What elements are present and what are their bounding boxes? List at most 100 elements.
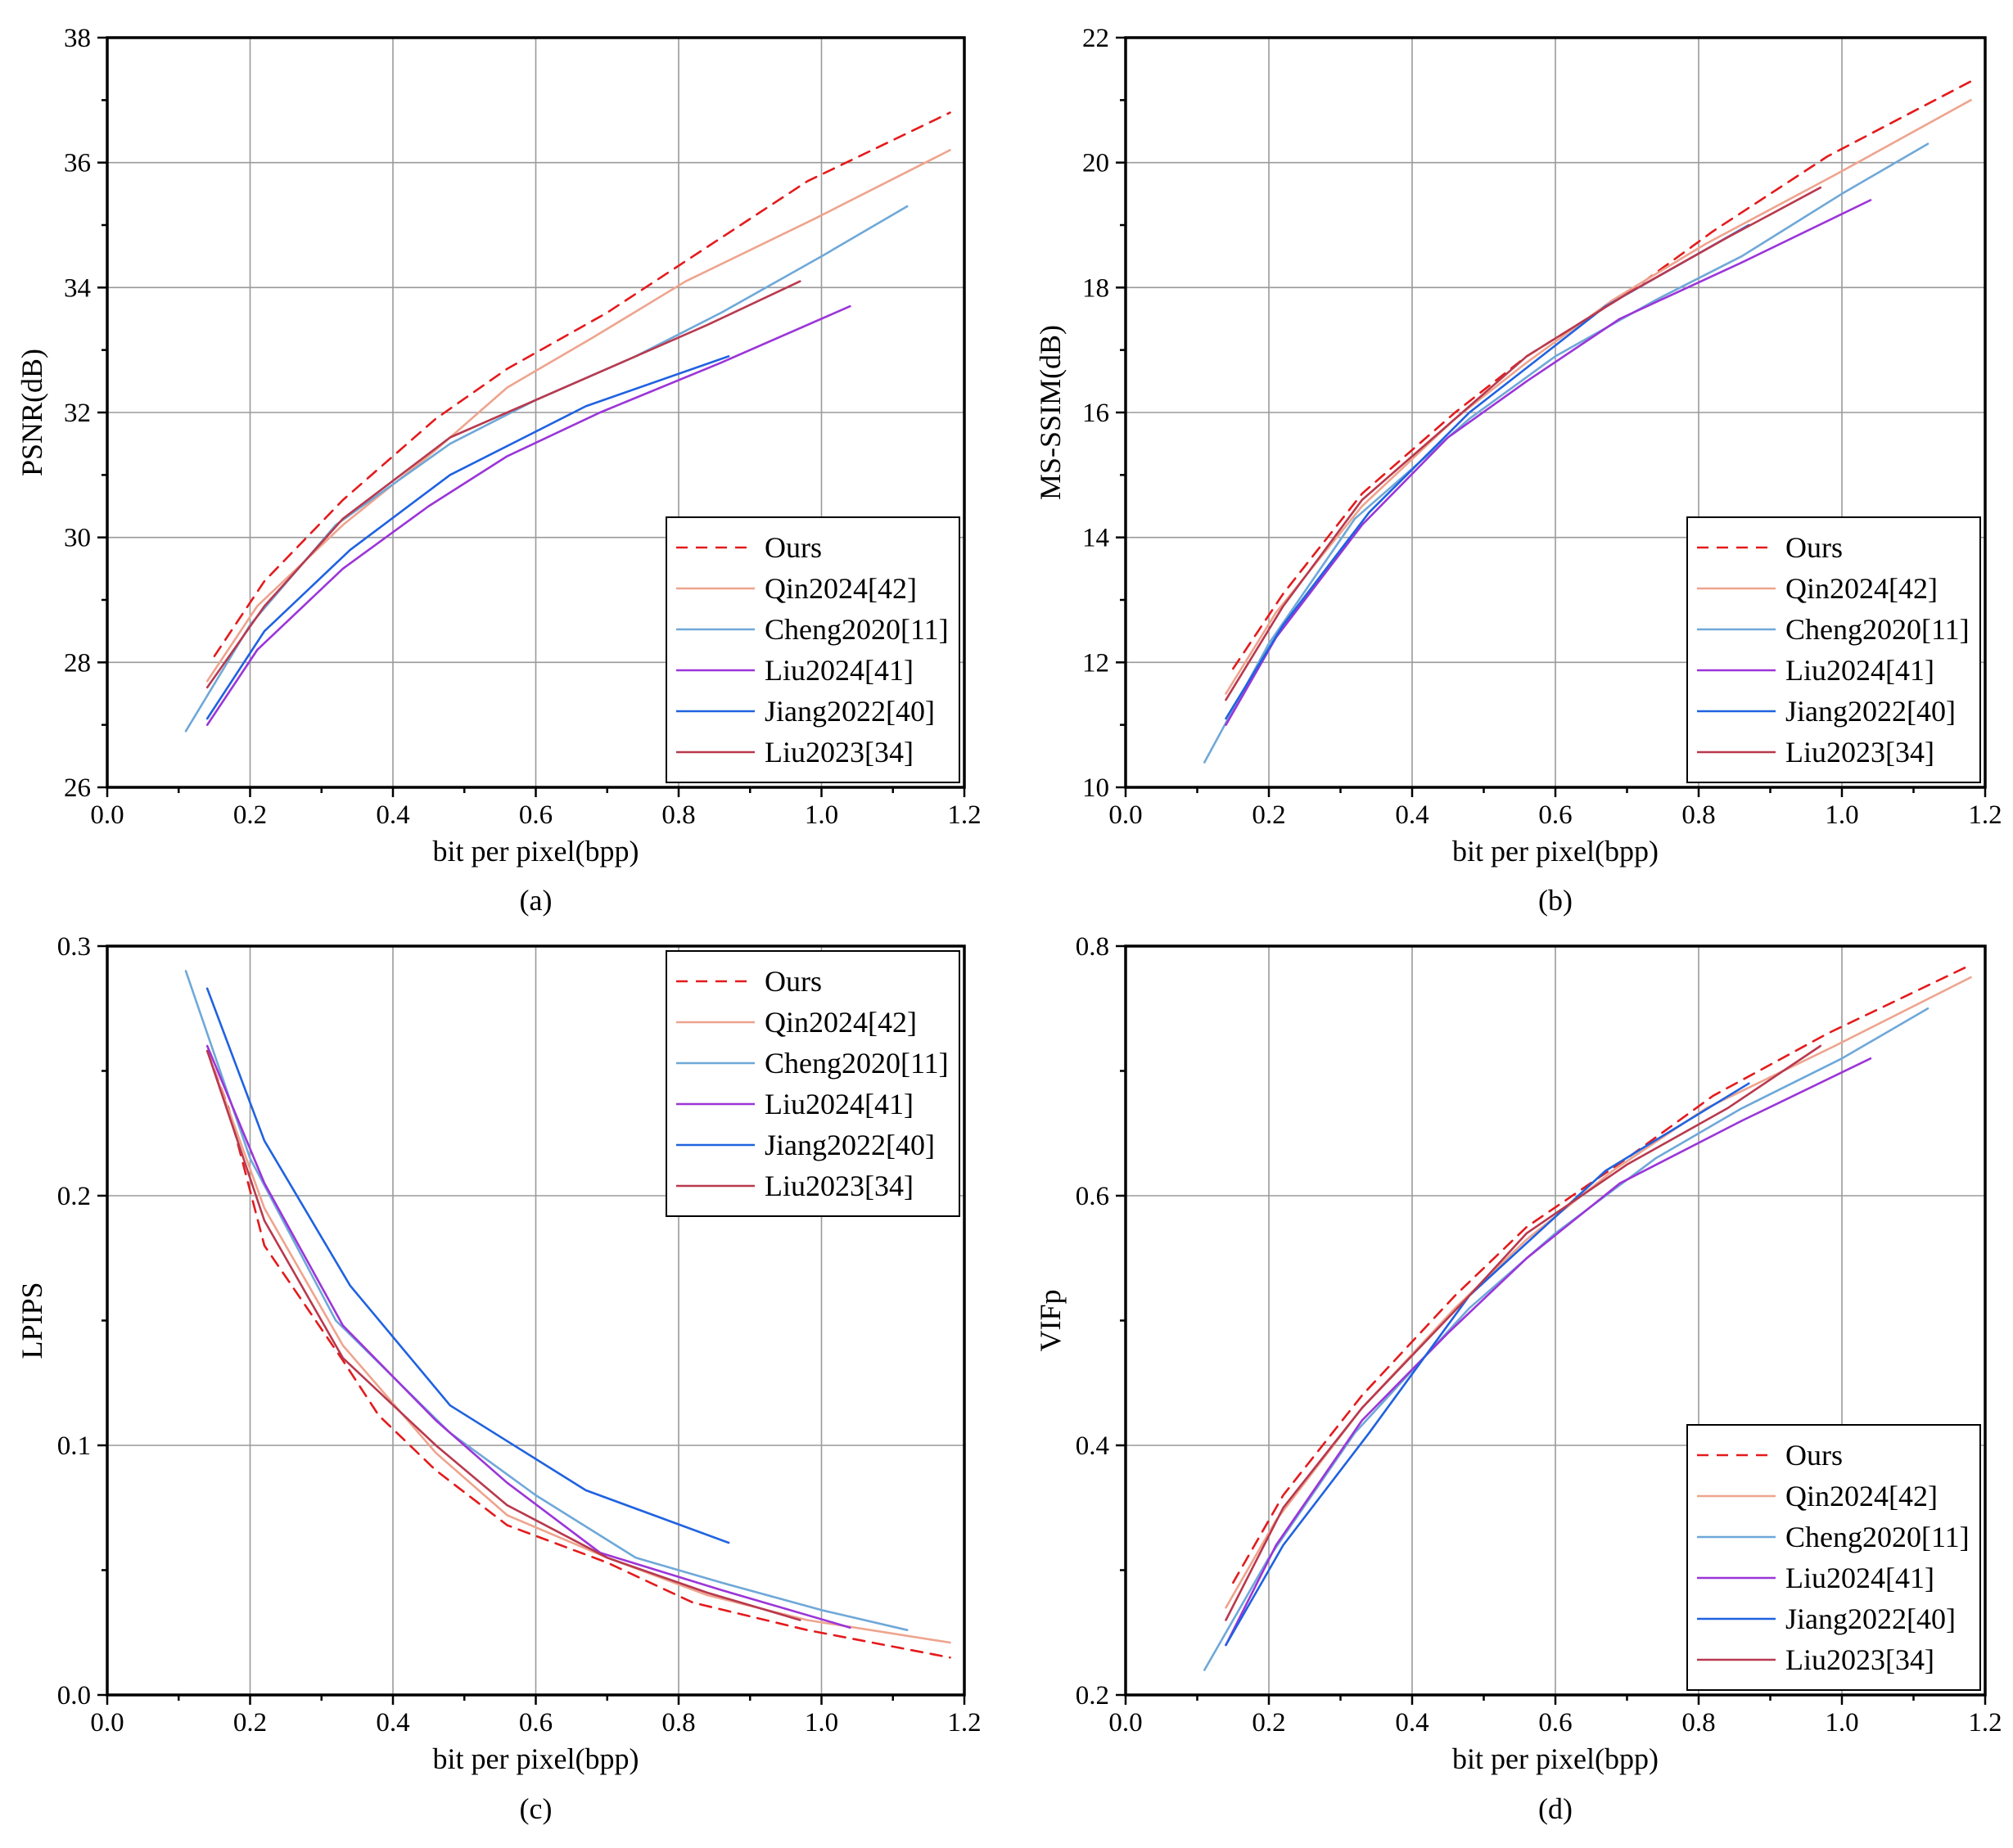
panel-caption: (d) xyxy=(1538,1792,1573,1825)
legend-label-qin2024-42: Qin2024[42] xyxy=(765,1006,917,1039)
series-line-jiang2022-40 xyxy=(1225,1082,1750,1647)
series-line-liu2023-34 xyxy=(1225,186,1822,701)
x-tick-label: 0.2 xyxy=(1252,1708,1285,1738)
x-tick-label: 0.8 xyxy=(661,1708,695,1738)
y-tick-label: 30 xyxy=(64,524,91,553)
legend-label-cheng2020-11: Cheng2020[11] xyxy=(1785,1521,1970,1553)
legend-label-liu2024-41: Liu2024[41] xyxy=(1785,654,1934,687)
legend-label-liu2023-34: Liu2023[34] xyxy=(765,1170,914,1202)
legend-label-qin2024-42: Qin2024[42] xyxy=(1785,1480,1938,1512)
y-tick-label: 0.2 xyxy=(57,1182,91,1211)
series-line-cheng2020-11 xyxy=(184,970,909,1631)
y-tick-label: 26 xyxy=(64,773,91,803)
series-line-liu2023-34 xyxy=(205,280,801,689)
y-tick-label: 38 xyxy=(64,24,91,53)
x-tick-label: 0.8 xyxy=(661,800,695,830)
legend: Ours Qin2024[42] Cheng2020[11] Liu2024[41] J… xyxy=(1686,516,1981,783)
y-tick-label: 34 xyxy=(64,273,91,303)
x-tick-label: 0.4 xyxy=(376,800,409,830)
legend-label-liu2023-34: Liu2023[34] xyxy=(765,736,914,768)
x-tick-label: 0.2 xyxy=(233,1708,267,1738)
panel-caption: (a) xyxy=(520,884,553,917)
series-line-ours xyxy=(205,1049,951,1659)
x-tick-label: 1.0 xyxy=(1825,800,1858,830)
series-group xyxy=(1203,80,1972,764)
x-tick-label: 0.6 xyxy=(1538,800,1572,830)
series-line-ours xyxy=(1232,963,1972,1584)
legend-label-ours: Ours xyxy=(1785,1439,1843,1472)
x-axis-label: bit per pixel(bpp) xyxy=(433,835,639,868)
x-tick-label: 0.2 xyxy=(1252,800,1285,830)
x-tick-label: 1.0 xyxy=(805,1708,838,1738)
series-line-liu2024-41 xyxy=(1225,1057,1872,1647)
legend: Ours Qin2024[42] Cheng2020[11] Liu2024[41] J… xyxy=(1686,1424,1981,1691)
series-line-liu2023-34 xyxy=(205,1049,801,1621)
y-tick-label: 0.2 xyxy=(1076,1681,1109,1711)
y-tick-label: 16 xyxy=(1082,399,1109,428)
y-tick-label: 20 xyxy=(1082,149,1109,178)
y-axis-label: LPIPS xyxy=(16,1282,48,1359)
series-line-liu2024-41 xyxy=(205,1044,851,1629)
y-tick-label: 22 xyxy=(1082,24,1109,53)
panel-a: 0.0 0.2 0.4 0.6 0.8 1.0 1.2 26 28 30 32 34 36 38 bit p… xyxy=(16,24,982,917)
series-line-qin2024-42 xyxy=(1225,976,1972,1609)
legend-box xyxy=(666,950,960,1217)
y-axis-label: PSNR(dB) xyxy=(16,349,48,476)
series-line-qin2024-42 xyxy=(205,149,951,683)
x-axis-label: bit per pixel(bpp) xyxy=(433,1742,639,1775)
y-axis-label: MS-SSIM(dB) xyxy=(1034,325,1067,500)
x-tick-label: 1.2 xyxy=(1968,800,2002,830)
series-line-liu2024-41 xyxy=(205,304,851,727)
legend: Ours Qin2024[42] Cheng2020[11] Liu2024[41] J… xyxy=(666,950,960,1217)
panel-c: 0.0 0.2 0.4 0.6 0.8 1.0 1.2 0.0 0.1 0.2 0.3 bit per… xyxy=(16,932,982,1825)
y-tick-label: 32 xyxy=(64,399,91,428)
y-tick-label: 0.8 xyxy=(1076,932,1109,962)
legend-label-qin2024-42: Qin2024[42] xyxy=(1785,572,1938,605)
x-tick-label: 0.6 xyxy=(519,1708,553,1738)
y-tick-label: 18 xyxy=(1082,273,1109,303)
legend-label-ours: Ours xyxy=(765,965,822,998)
x-tick-label: 0.6 xyxy=(1538,1708,1572,1738)
y-tick-label: 12 xyxy=(1082,648,1109,678)
y-tick-label: 10 xyxy=(1082,773,1109,803)
x-tick-label: 1.0 xyxy=(1825,1708,1858,1738)
y-tick-label: 36 xyxy=(64,149,91,178)
series-line-cheng2020-11 xyxy=(1203,142,1930,764)
series-group xyxy=(184,111,951,732)
x-tick-label: 0.0 xyxy=(90,800,124,830)
legend-label-liu2024-41: Liu2024[41] xyxy=(765,654,914,687)
x-tick-label: 0.6 xyxy=(519,800,553,830)
series-group xyxy=(184,970,951,1659)
legend-label-liu2023-34: Liu2023[34] xyxy=(1785,736,1934,768)
legend-label-jiang2022-40: Jiang2022[40] xyxy=(1785,695,1956,728)
series-line-liu2024-41 xyxy=(1225,199,1872,727)
y-tick-label: 0.0 xyxy=(57,1681,91,1711)
y-tick-label: 0.6 xyxy=(1076,1182,1109,1211)
x-tick-label: 1.2 xyxy=(1968,1708,2002,1738)
series-group xyxy=(1203,963,1972,1671)
y-tick-label: 28 xyxy=(64,648,91,678)
x-tick-label: 1.0 xyxy=(805,800,838,830)
legend-label-cheng2020-11: Cheng2020[11] xyxy=(765,613,949,646)
legend-label-qin2024-42: Qin2024[42] xyxy=(765,572,917,605)
x-tick-label: 1.2 xyxy=(947,1708,981,1738)
x-tick-label: 0.4 xyxy=(376,1708,409,1738)
series-line-jiang2022-40 xyxy=(205,987,730,1544)
legend-label-ours: Ours xyxy=(765,531,822,564)
series-line-cheng2020-11 xyxy=(1203,1007,1930,1671)
x-axis-label: bit per pixel(bpp) xyxy=(1452,1742,1659,1775)
series-line-liu2023-34 xyxy=(1225,1044,1822,1621)
y-axis-label: VIFp xyxy=(1034,1289,1067,1351)
x-tick-label: 1.2 xyxy=(947,800,981,830)
y-tick-label: 0.4 xyxy=(1076,1431,1109,1461)
x-tick-label: 0.4 xyxy=(1395,1708,1429,1738)
series-line-jiang2022-40 xyxy=(205,354,730,720)
legend-label-jiang2022-40: Jiang2022[40] xyxy=(765,1129,935,1161)
legend-label-cheng2020-11: Cheng2020[11] xyxy=(1785,613,1970,646)
legend-box xyxy=(1686,516,1981,783)
series-line-jiang2022-40 xyxy=(1225,223,1750,720)
legend-label-jiang2022-40: Jiang2022[40] xyxy=(765,695,935,728)
x-tick-label: 0.0 xyxy=(1108,800,1142,830)
